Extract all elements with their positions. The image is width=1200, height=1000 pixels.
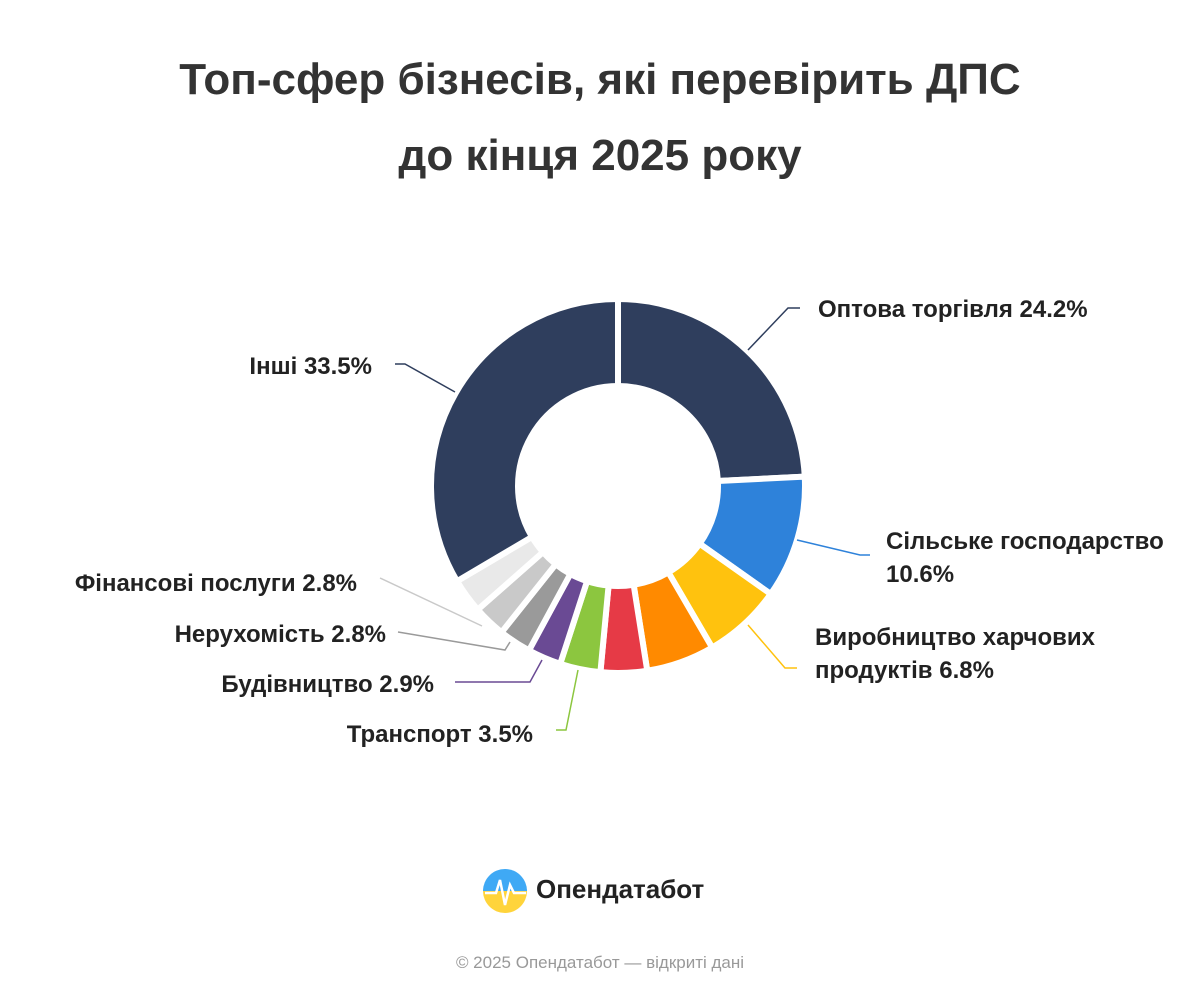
data-label: Будівництво 2.9%	[134, 668, 434, 701]
chart-title: Топ-сфер бізнесів, які перевірить ДПС до…	[179, 55, 1021, 180]
value-label: 24.2%	[1019, 296, 1088, 323]
value-label: 2.8%	[302, 570, 357, 597]
category-name: Фінансові послуги	[74, 570, 296, 597]
category-name: Виробництво харчових продуктів	[815, 624, 1095, 684]
brand-logo-pulse	[485, 879, 526, 906]
leader-line	[747, 624, 797, 669]
category-name: Будівництво	[221, 671, 373, 698]
data-label: Виробництво харчових продуктів 6.8%	[815, 621, 1105, 687]
category-name: Нерухомість	[174, 621, 325, 648]
category-name: Інші	[249, 353, 298, 380]
footer: © 2025 Опендатабот — відкриті дані	[455, 953, 745, 972]
value-label: 2.8%	[331, 621, 386, 648]
data-label: Нерухомість 2.8%	[86, 618, 386, 651]
leader-line	[379, 577, 483, 627]
leader-line	[796, 539, 870, 556]
leader-line	[455, 659, 543, 683]
leader-line	[747, 307, 800, 351]
value-label: 33.5%	[303, 353, 372, 380]
brand-name: Опендатабот	[536, 874, 705, 904]
leader-line	[556, 669, 579, 731]
donut-segment	[615, 296, 808, 484]
data-label: Інші 33.5%	[72, 350, 372, 383]
category-name: Сільське господарство	[886, 528, 1164, 555]
donut-segment	[428, 296, 621, 585]
leader-line	[395, 363, 456, 393]
data-label: Сільське господарство 10.6%	[886, 525, 1176, 591]
value-label: 3.5%	[478, 721, 533, 748]
data-label: Транспорт 3.5%	[233, 718, 533, 751]
value-label: 6.8%	[939, 657, 994, 684]
value-label: 10.6%	[886, 561, 955, 588]
data-label: Оптова торгівля 24.2%	[818, 293, 1178, 326]
category-name: Оптова торгівля	[818, 296, 1013, 323]
data-label: Фінансові послуги 2.8%	[17, 567, 357, 600]
category-name: Транспорт	[346, 721, 472, 748]
leader-line	[397, 631, 511, 651]
brand-logo	[483, 869, 527, 913]
value-label: 2.9%	[379, 671, 434, 698]
